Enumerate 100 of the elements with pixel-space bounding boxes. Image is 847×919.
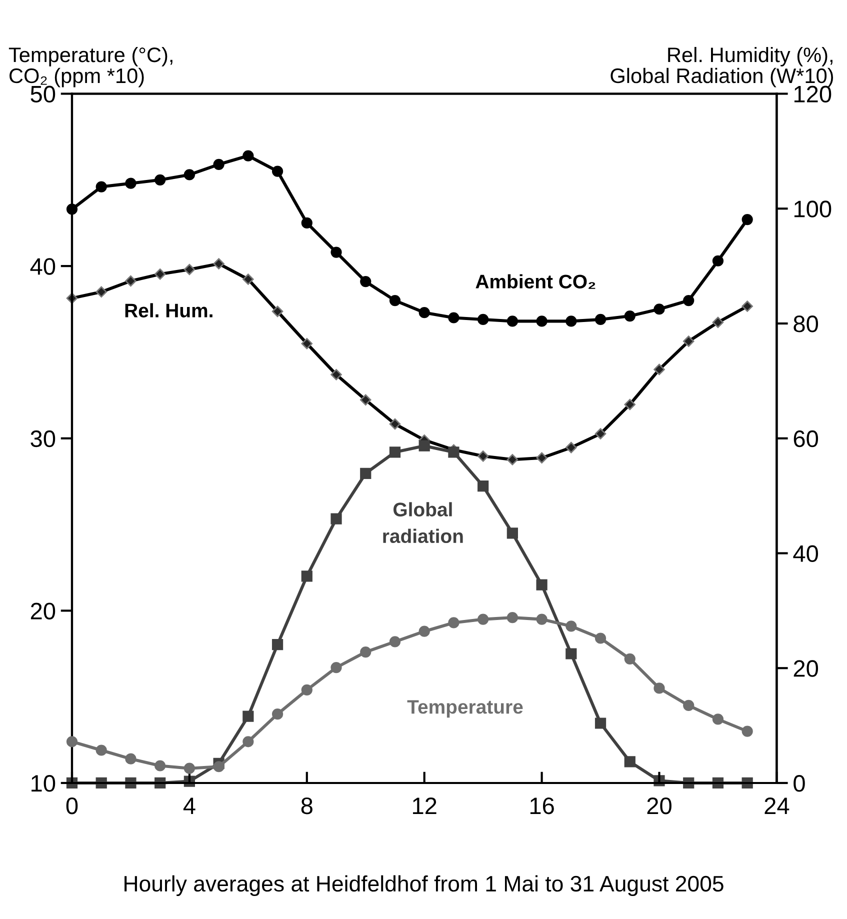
- point: [66, 204, 78, 215]
- y-tick-label: 30: [30, 430, 56, 448]
- point: [242, 150, 254, 162]
- point: [506, 316, 518, 327]
- point: [624, 398, 636, 410]
- point: [96, 744, 107, 756]
- point: [330, 246, 342, 258]
- series-label: Rel. Hum.: [125, 303, 212, 318]
- point: [477, 450, 489, 462]
- point: [536, 452, 548, 464]
- x-tick-label: 20: [647, 798, 672, 814]
- y2-axis-title: Rel. Humidity (%), Global Radiation (W*10): [610, 46, 834, 88]
- y2-tick-label: 60: [794, 430, 818, 448]
- point: [624, 653, 636, 664]
- y2-tick-label: 0: [794, 775, 805, 792]
- point: [330, 369, 342, 380]
- point: [506, 528, 518, 539]
- point: [360, 276, 372, 288]
- point: [683, 700, 694, 712]
- point: [683, 294, 694, 306]
- point: [184, 264, 196, 276]
- point: [272, 166, 284, 177]
- point: [536, 579, 548, 590]
- point: [389, 418, 401, 430]
- point: [654, 364, 665, 376]
- point: [654, 304, 665, 315]
- point: [478, 480, 489, 492]
- x-tick-label: 16: [530, 798, 554, 814]
- point: [506, 612, 518, 624]
- point: [536, 316, 548, 327]
- point: [125, 275, 136, 287]
- point: [712, 714, 724, 725]
- y2-tick-label: 20: [794, 660, 818, 677]
- point: [389, 294, 401, 306]
- point: [448, 617, 460, 628]
- point: [330, 662, 342, 674]
- point: [330, 513, 342, 524]
- y-tick-label: 50: [30, 86, 56, 103]
- point: [594, 718, 606, 729]
- point: [125, 178, 136, 189]
- point: [742, 726, 753, 737]
- point: [125, 753, 136, 764]
- point: [360, 394, 372, 406]
- point: [301, 570, 312, 582]
- point: [448, 312, 460, 324]
- point: [418, 307, 430, 318]
- point: [742, 214, 753, 226]
- y2-tick-label: 100: [794, 200, 832, 218]
- point: [242, 710, 254, 722]
- x-tick-label: 12: [413, 798, 436, 814]
- point: [566, 442, 577, 454]
- point: [594, 428, 606, 440]
- point: [301, 338, 312, 350]
- point: [154, 174, 166, 186]
- point: [213, 761, 224, 772]
- point: [96, 181, 107, 192]
- series-label: Ambient CO₂: [476, 274, 596, 289]
- point: [272, 306, 284, 318]
- point: [594, 632, 606, 644]
- point: [478, 614, 489, 625]
- point: [566, 648, 577, 660]
- point: [272, 708, 284, 720]
- point: [624, 310, 636, 322]
- x-tick-label: 4: [183, 798, 196, 814]
- point: [154, 268, 166, 280]
- y-tick-label: 20: [30, 602, 56, 620]
- y2-tick-label: 40: [793, 545, 818, 562]
- y-tick-label: 40: [30, 258, 56, 275]
- point: [242, 736, 254, 748]
- x-tick-label: 0: [66, 798, 78, 814]
- text: Temperature: [407, 700, 523, 718]
- point: [213, 258, 224, 270]
- y-tick-label: 10: [32, 775, 56, 792]
- point: [448, 446, 460, 458]
- x-tick-label: 8: [301, 798, 312, 814]
- point: [360, 646, 372, 658]
- point: [654, 682, 665, 694]
- point: [742, 300, 753, 312]
- series-label: Global radiation: [383, 502, 463, 544]
- point: [154, 760, 166, 772]
- point: [478, 314, 489, 326]
- point: [213, 158, 224, 170]
- point: [301, 217, 312, 229]
- point: [242, 274, 254, 285]
- point: [594, 314, 606, 326]
- point: [96, 286, 107, 298]
- point: [360, 468, 372, 479]
- point: [418, 440, 430, 452]
- point: [389, 446, 401, 458]
- point: [184, 169, 195, 180]
- point: [566, 620, 577, 632]
- point: [506, 454, 518, 466]
- point: [418, 626, 430, 637]
- point: [712, 316, 724, 328]
- point: [66, 736, 78, 748]
- point: [712, 255, 724, 266]
- point: [624, 756, 636, 768]
- x-tick-label: 24: [764, 798, 790, 814]
- point: [301, 684, 312, 696]
- point: [184, 762, 195, 774]
